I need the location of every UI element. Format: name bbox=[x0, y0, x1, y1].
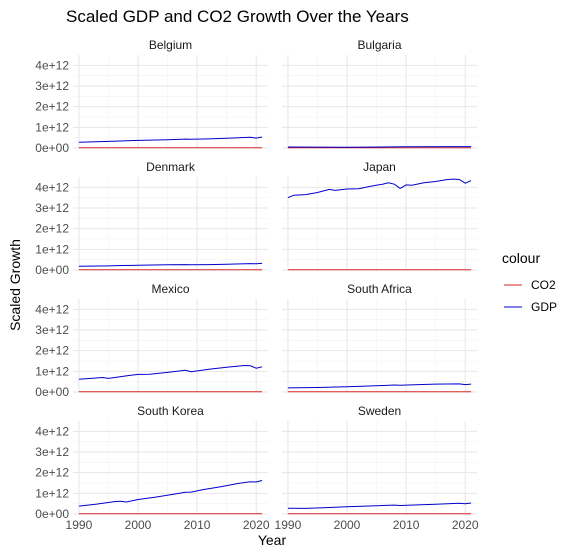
facet-mexico: Mexico 0e+00 1e+12 2e+12 3e+12 4e+12 bbox=[35, 282, 268, 399]
y-tick-label: 2e+12 bbox=[35, 466, 69, 480]
y-tick-label: 2e+12 bbox=[35, 222, 69, 236]
y-tick-label: 1e+12 bbox=[35, 486, 69, 500]
facet-label: Belgium bbox=[149, 38, 192, 52]
gdp-line bbox=[287, 178, 472, 199]
facet-japan: Japan bbox=[282, 160, 477, 271]
y-tick-label: 4e+12 bbox=[35, 302, 69, 316]
gdp-line bbox=[287, 502, 472, 509]
facet-label: Sweden bbox=[358, 404, 401, 418]
y-axis-title: Scaled Growth bbox=[7, 239, 23, 331]
facet-label: South Africa bbox=[347, 282, 412, 296]
facet-label: Mexico bbox=[151, 282, 189, 296]
x-tick-label: 2020 bbox=[243, 518, 270, 532]
facet-bulgaria: Bulgaria bbox=[282, 38, 477, 149]
y-tick-label: 2e+12 bbox=[35, 100, 69, 114]
x-axis-title: Year bbox=[258, 532, 287, 548]
y-tick-label: 0e+00 bbox=[35, 141, 69, 155]
x-tick-label: 2010 bbox=[184, 518, 211, 532]
gdp-line bbox=[78, 480, 263, 507]
gdp-line bbox=[287, 146, 472, 148]
facet-label: South Korea bbox=[137, 404, 204, 418]
gdp-line bbox=[78, 136, 263, 143]
y-tick-label: 0e+00 bbox=[35, 263, 69, 277]
y-tick-label: 0e+00 bbox=[35, 507, 69, 521]
facet-south-africa: South Africa bbox=[282, 282, 477, 393]
y-tick-label: 4e+12 bbox=[35, 58, 69, 72]
facet-label: Denmark bbox=[146, 160, 196, 174]
x-tick-label: 2000 bbox=[125, 518, 152, 532]
x-tick-label: 1990 bbox=[275, 518, 302, 532]
facet-sweden: Sweden 1990 2000 2010 2020 bbox=[275, 404, 479, 532]
legend: colour CO2 GDP bbox=[502, 250, 557, 314]
y-tick-label: 1e+12 bbox=[35, 364, 69, 378]
x-tick-label: 2010 bbox=[393, 518, 420, 532]
y-tick-label: 3e+12 bbox=[35, 445, 69, 459]
y-tick-label: 1e+12 bbox=[35, 120, 69, 134]
y-tick-label: 3e+12 bbox=[35, 201, 69, 215]
x-tick-label: 2020 bbox=[452, 518, 479, 532]
y-tick-label: 4e+12 bbox=[35, 424, 69, 438]
y-tick-label: 3e+12 bbox=[35, 79, 69, 93]
gdp-line bbox=[287, 383, 472, 389]
facet-panels: Belgium 0e+00 1e+12 2e+12 3e+12 4e+12 Bulgaria… bbox=[35, 38, 479, 532]
facet-south-korea: South Korea 0e+00 1e+12 2e+12 3e+12 4e+12 1990… bbox=[35, 404, 270, 532]
y-tick-label: 3e+12 bbox=[35, 323, 69, 337]
chart-title: Scaled GDP and CO2 Growth Over the Years bbox=[66, 7, 409, 26]
gdp-line bbox=[78, 364, 263, 380]
y-tick-label: 2e+12 bbox=[35, 344, 69, 358]
y-tick-label: 0e+00 bbox=[35, 385, 69, 399]
gdp-line bbox=[78, 262, 263, 267]
x-tick-label: 2000 bbox=[334, 518, 361, 532]
facet-denmark: Denmark 0e+00 1e+12 2e+12 3e+12 4e+12 bbox=[35, 160, 268, 277]
y-tick-label: 4e+12 bbox=[35, 180, 69, 194]
facet-label: Bulgaria bbox=[357, 38, 401, 52]
facet-label: Japan bbox=[363, 160, 396, 174]
legend-label-gdp: GDP bbox=[531, 300, 557, 314]
legend-title: colour bbox=[502, 250, 540, 266]
legend-label-co2: CO2 bbox=[531, 278, 556, 292]
facet-belgium: Belgium 0e+00 1e+12 2e+12 3e+12 4e+12 bbox=[35, 38, 268, 155]
y-tick-label: 1e+12 bbox=[35, 242, 69, 256]
x-tick-label: 1990 bbox=[66, 518, 93, 532]
